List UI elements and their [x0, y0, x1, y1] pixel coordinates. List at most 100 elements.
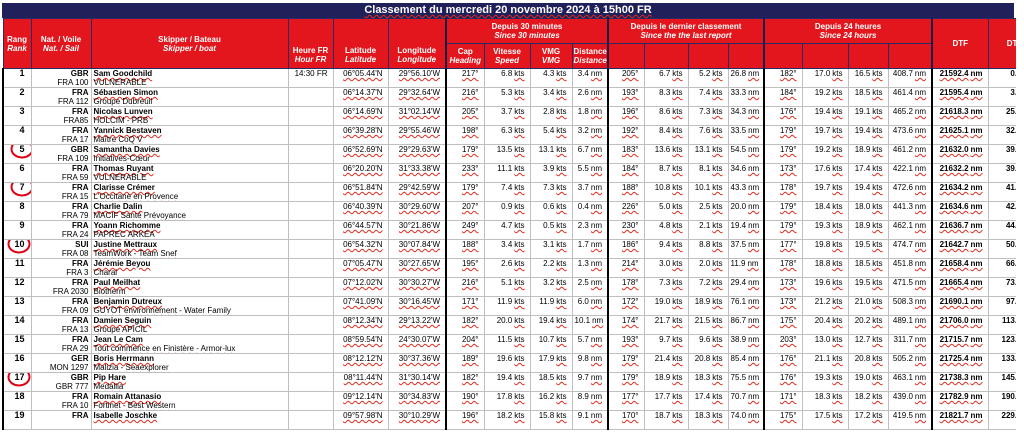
speed-24h-cell: 17.5 kts: [801, 410, 849, 430]
vmg-30min-cell: 7.3 kts: [529, 182, 573, 202]
dtf-cell: 21725.4 nm: [931, 353, 989, 373]
skipper-cell: Clarisse Crémer L'Occitane en Provence: [90, 182, 289, 202]
vmg-last-cell: 17.4 kts: [687, 391, 729, 411]
nationality-cell: FRA FRA 13: [30, 315, 92, 335]
latitude-cell: 06°39.28'N: [332, 125, 389, 145]
longitude-cell: 30°34.83'W: [387, 391, 447, 411]
speed-24h-cell: 18.4 kts: [801, 201, 849, 221]
distance-last-cell: 33.3 nm: [727, 87, 765, 107]
dtf-cell: 21618.3 nm: [931, 106, 989, 126]
vmg-24h-cell: 19.5 kts: [847, 277, 889, 297]
cap-last-cell: 179°: [607, 372, 645, 392]
latitude-cell: 06°51.84'N: [332, 182, 389, 202]
vmg-last-cell: 8.8 kts: [687, 239, 729, 259]
speed-24h-cell: 19.7 kts: [801, 125, 849, 145]
distance-24h-cell: 419.5 nm: [887, 410, 933, 430]
cap-30min-cell: 204°: [445, 334, 485, 354]
rank-cell: 4: [2, 125, 32, 145]
time-cell: [287, 163, 334, 183]
nationality-cell: FRA FRA 79: [30, 201, 92, 221]
distance-last-cell: 37.5 nm: [727, 239, 765, 259]
table-row: 19 FRA Isabelle Joschke 09°57.98'N 30°10…: [2, 410, 1024, 430]
subheader-speed-30min: Vitesse Speed: [483, 43, 531, 69]
distance-last-cell: 20.0 nm: [727, 201, 765, 221]
rank-cell: 2: [2, 87, 32, 107]
skipper-cell: Benjamin Dutreux GUYOT environnement - W…: [90, 296, 289, 316]
vmg-last-cell: 18.3 kts: [687, 372, 729, 392]
time-cell: [287, 372, 334, 392]
longitude-cell: 29°42.59'W: [387, 182, 447, 202]
rank-value: 10: [14, 239, 25, 249]
cap-24h-cell: 175°: [763, 315, 803, 335]
vmg-last-cell: 18.3 kts: [687, 410, 729, 430]
table-row: 4 FRA FRA 17 Yannick Bestaven Maître CoQ…: [2, 125, 1024, 145]
col-header-dtf: DTF: [931, 18, 989, 69]
cap-24h-cell: 179°: [763, 144, 803, 164]
sail-number: FRA85: [63, 116, 89, 125]
speed-24h-cell: 19.2 kts: [801, 87, 849, 107]
vmg-last-cell: 7.2 kts: [687, 277, 729, 297]
distance-30min-cell: 9.7 nm: [571, 372, 609, 392]
dtf-cell: 21738.3 nm: [931, 372, 989, 392]
distance-30min-cell: 10.1 nm: [571, 315, 609, 335]
cap-24h-cell: 173°: [763, 163, 803, 183]
vmg-30min-cell: 3.2 kts: [529, 277, 573, 297]
vmg-last-cell: 7.3 kts: [687, 106, 729, 126]
vmg-24h-cell: 20.8 kts: [847, 353, 889, 373]
table-row: 5 GBR FRA 109 Samantha Davies Initiative…: [2, 144, 1024, 164]
sail-number: FRA 100: [57, 78, 89, 87]
vmg-30min-cell: 0.5 kts: [529, 220, 573, 240]
sail-number: MON 1297: [49, 363, 89, 372]
skipper-name: Thomas Ruyant: [93, 164, 154, 174]
table-row: 13 FRA FRA 09 Benjamin Dutreux GUYOT env…: [2, 296, 1024, 316]
speed-24h-cell: 21.2 kts: [801, 296, 849, 316]
cap-24h-cell: 175°: [763, 410, 803, 430]
sail-number: FRA 109: [57, 154, 89, 163]
vmg-24h-cell: 19.5 kts: [847, 239, 889, 259]
boat-name: Biotherm: [93, 287, 126, 296]
country-code: FRA: [72, 126, 89, 136]
time-cell: [287, 277, 334, 297]
distance-24h-cell: 472.6 nm: [887, 182, 933, 202]
speed-30min-cell: 0.9 kts: [483, 201, 531, 221]
sail-number: FRA 15: [61, 192, 89, 201]
cap-24h-cell: 184°: [763, 87, 803, 107]
cap-30min-cell: 179°: [445, 144, 485, 164]
cap-24h-cell: 178°: [763, 258, 803, 278]
distance-30min-cell: 3.7 nm: [571, 182, 609, 202]
speed-24h-cell: 20.4 kts: [801, 315, 849, 335]
vmg-24h-cell: 16.5 kts: [847, 68, 889, 88]
distance-last-cell: 11.9 nm: [727, 258, 765, 278]
boat-name: MACIF Santé Prévoyance: [93, 211, 186, 220]
sail-number: FRA 24: [61, 230, 89, 239]
vmg-last-cell: 5.2 kts: [687, 68, 729, 88]
group-header-last-report: Depuis le dernier classement Since the th…: [606, 18, 765, 44]
skipper-cell: Isabelle Joschke: [90, 410, 289, 430]
country-code: FRA: [72, 183, 89, 193]
skipper-cell: Jérémie Beyou Charal: [90, 258, 289, 278]
sail-number: FRA 3: [66, 268, 89, 277]
distance-last-cell: 86.7 nm: [727, 315, 765, 335]
speed-last-cell: 6.7 kts: [643, 68, 689, 88]
speed-last-cell: 8.4 kts: [643, 125, 689, 145]
boat-name: Tout commence en Finistère - Armor-lux: [93, 344, 236, 353]
speed-last-cell: 5.0 kts: [643, 201, 689, 221]
speed-30min-cell: 6.3 kts: [483, 125, 531, 145]
vmg-30min-cell: 15.8 kts: [529, 410, 573, 430]
nationality-cell: FRA FRA 2030: [30, 277, 92, 297]
distance-last-cell: 43.3 nm: [727, 182, 765, 202]
boat-name: Charal: [93, 268, 118, 277]
speed-last-cell: 7.3 kts: [643, 277, 689, 297]
nationality-cell: GBR FRA 109: [30, 144, 92, 164]
vmg-24h-cell: 19.4 kts: [847, 182, 889, 202]
vmg-last-cell: 7.4 kts: [687, 87, 729, 107]
cap-30min-cell: 196°: [445, 410, 485, 430]
skipper-cell: Damien Seguin Groupe APICIL: [90, 315, 289, 335]
vmg-24h-cell: 18.5 kts: [847, 87, 889, 107]
distance-30min-cell: 9.1 nm: [571, 410, 609, 430]
latitude-cell: 07°41.09'N: [332, 296, 389, 316]
dtf-cell: 21665.4 nm: [931, 277, 989, 297]
time-cell: [287, 258, 334, 278]
skipper-cell: Sam Goodchild VULNERABLE: [90, 68, 289, 88]
vmg-24h-cell: 18.9 kts: [847, 144, 889, 164]
